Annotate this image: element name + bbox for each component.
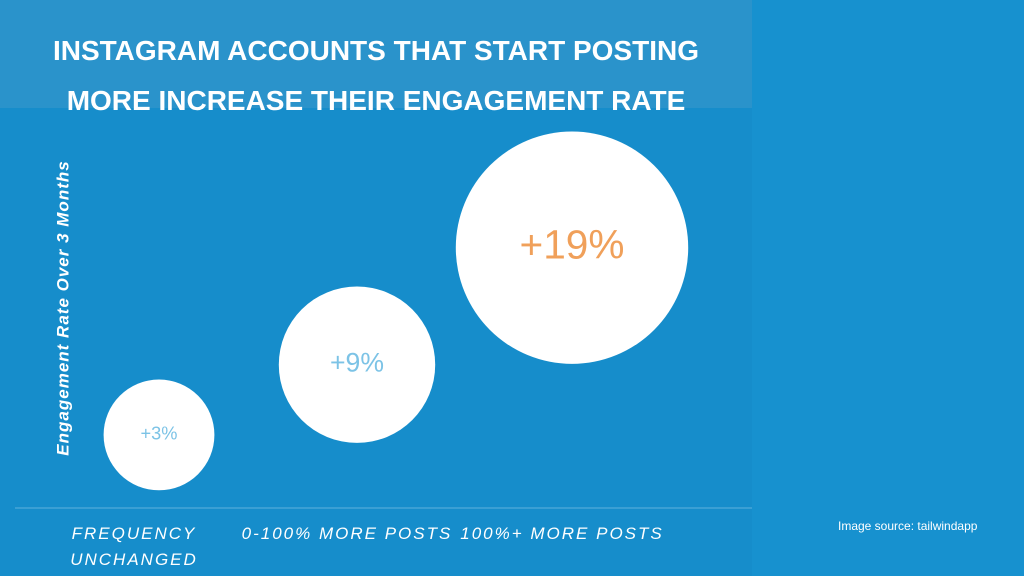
category-label: 0-100% MORE POSTS <box>241 524 453 543</box>
chart-title: INSTAGRAM ACCOUNTS THAT START POSTING MO… <box>52 35 700 116</box>
bubble <box>103 379 215 491</box>
category-label: FREQUENCY UNCHANGED <box>70 524 198 569</box>
category-label: 100%+ MORE POSTS <box>460 524 664 543</box>
title-bar <box>0 0 752 108</box>
value-label: +9% <box>330 348 384 378</box>
bubble <box>455 131 689 364</box>
value-label: +19% <box>520 221 625 267</box>
y-axis-label: Engagement Rate Over 3 Months <box>53 160 72 455</box>
value-label: +3% <box>141 424 178 444</box>
bubble <box>278 286 436 443</box>
source-note: Image source: tailwindapp <box>838 519 978 533</box>
